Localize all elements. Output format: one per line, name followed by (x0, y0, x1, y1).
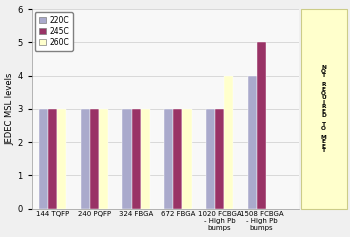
Bar (164, 109, 173, 209)
Bar (215, 109, 224, 209)
Bar (90, 109, 99, 209)
Legend: 220C, 245C, 260C: 220C, 245C, 260C (35, 12, 73, 50)
Bar (206, 109, 215, 209)
Bar (173, 109, 182, 209)
Bar (99, 109, 108, 209)
Bar (80, 109, 90, 209)
Bar (224, 76, 233, 209)
Bar (122, 109, 132, 209)
Bar (132, 109, 141, 209)
Bar (57, 109, 66, 209)
Bar (141, 109, 150, 209)
Bar (39, 109, 48, 209)
Text: N
O
T
 
R
E
Q
U
I
R
E
D
 
T
O
 
M
E
E
T: N O T R E Q U I R E D T O M E E T (321, 64, 327, 153)
Bar (48, 109, 57, 209)
Bar (257, 42, 266, 209)
Bar (182, 109, 192, 209)
Y-axis label: JEDEC MSL levels: JEDEC MSL levels (6, 73, 15, 145)
Bar (247, 76, 257, 209)
